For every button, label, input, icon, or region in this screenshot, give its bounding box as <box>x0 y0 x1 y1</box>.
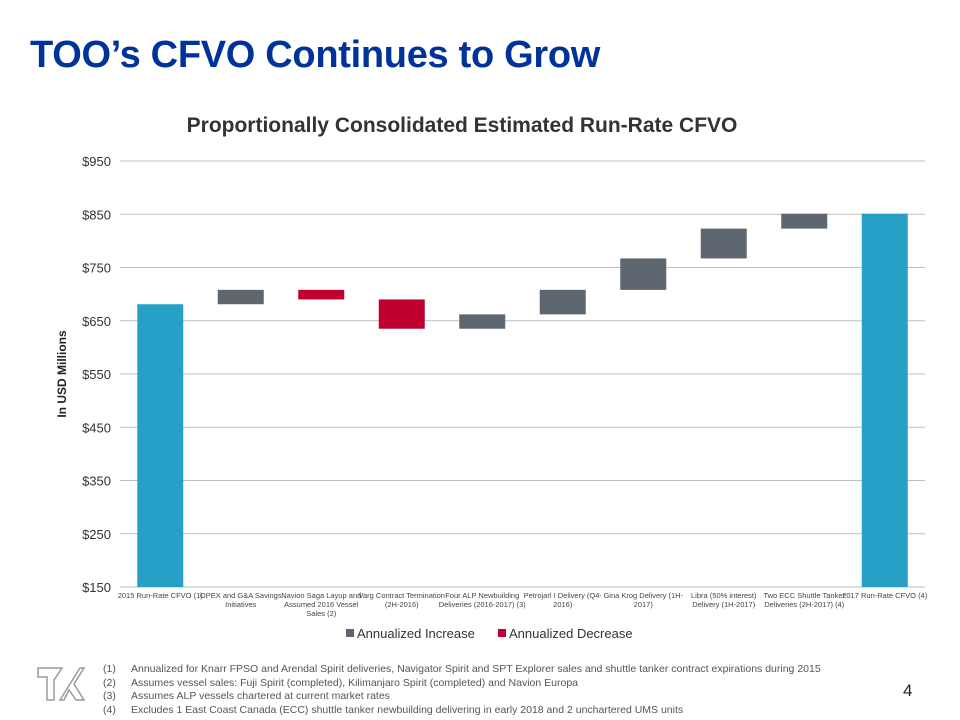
bar-total <box>137 304 184 587</box>
y-tick-label: $550 <box>82 367 111 382</box>
y-axis-label: In USD Millions <box>55 330 69 418</box>
bar-decrease <box>378 299 425 329</box>
footnotes: (1) Annualized for Knarr FPSO and Arendal… <box>103 663 821 717</box>
bar-increase <box>539 289 586 315</box>
bar-increase <box>217 289 264 305</box>
y-tick-label: $650 <box>82 314 111 329</box>
bar-increase <box>459 314 506 329</box>
y-tick-label: $450 <box>82 420 111 435</box>
y-tick-label: $150 <box>82 580 111 595</box>
x-axis-ticks: 2015 Run-Rate CFVO (1)OPEX and G&A Savin… <box>118 591 928 618</box>
x-tick-label: Varg Contract Termination (2H-2016) <box>359 591 445 609</box>
x-tick-label: Four ALP Newbuilding Deliveries (2016-201… <box>439 591 527 609</box>
bars <box>137 213 908 587</box>
y-axis-ticks: $150 $250 $350 $450 $550 $650 $750 $850 $950 <box>82 154 111 595</box>
slide-title: TOO’s CFVO Continues to Grow <box>30 34 601 76</box>
chart-title: Proportionally Consolidated Estimated Ru… <box>187 114 738 137</box>
y-tick-label: $350 <box>82 474 111 489</box>
bar-total <box>861 213 908 587</box>
legend: Annualized Increase Annualized Decrease <box>346 626 633 641</box>
x-tick-label: Petrojarl I Delivery (Q4-2016) <box>524 591 603 609</box>
footnote-1: (1) Annualized for Knarr FPSO and Arendal… <box>103 663 821 675</box>
y-tick-label: $250 <box>82 527 111 542</box>
x-tick-label: OPEX and G&A Savings Initiatives <box>200 591 282 609</box>
gridlines <box>120 160 925 588</box>
page-number: 4 <box>903 681 913 700</box>
legend-label: Annualized Increase <box>357 626 475 641</box>
footnote-4: (4) Excludes 1 East Coast Canada (ECC) sh… <box>103 703 684 716</box>
y-tick-label: $850 <box>82 207 111 222</box>
footnote-2: (2) Assumes vessel sales: Fuji Spirit (co… <box>103 676 579 689</box>
waterfall-chart: Proportionally Consolidated Estimated Ru… <box>55 114 928 641</box>
legend-swatch-increase <box>346 629 354 637</box>
bar-increase <box>781 213 828 229</box>
x-tick-label: 2017 Run-Rate CFVO (4) <box>842 591 928 600</box>
bar-increase <box>620 258 667 290</box>
x-tick-label: Two ECC Shuttle Tanker Deliveries (2H-201… <box>763 591 845 609</box>
legend-swatch-decrease <box>498 629 506 637</box>
bar-decrease <box>298 289 345 300</box>
bar-increase <box>700 228 747 259</box>
footnote-3: (3) Assumes ALP vessels chartered at curr… <box>103 690 390 702</box>
y-tick-label: $950 <box>82 154 111 169</box>
x-tick-label: Libra (50% interest) Delivery (1H-2017) <box>691 591 757 609</box>
x-tick-label: Gina Krog Delivery (1H-2017) <box>603 591 683 609</box>
teekay-logo-icon <box>36 664 86 709</box>
x-tick-label: 2015 Run-Rate CFVO (1) <box>118 591 204 600</box>
y-tick-label: $750 <box>82 261 111 276</box>
x-tick-label: Navion Saga Layup and Assumed 2016 Vessel… <box>281 591 361 618</box>
legend-label: Annualized Decrease <box>509 626 633 641</box>
